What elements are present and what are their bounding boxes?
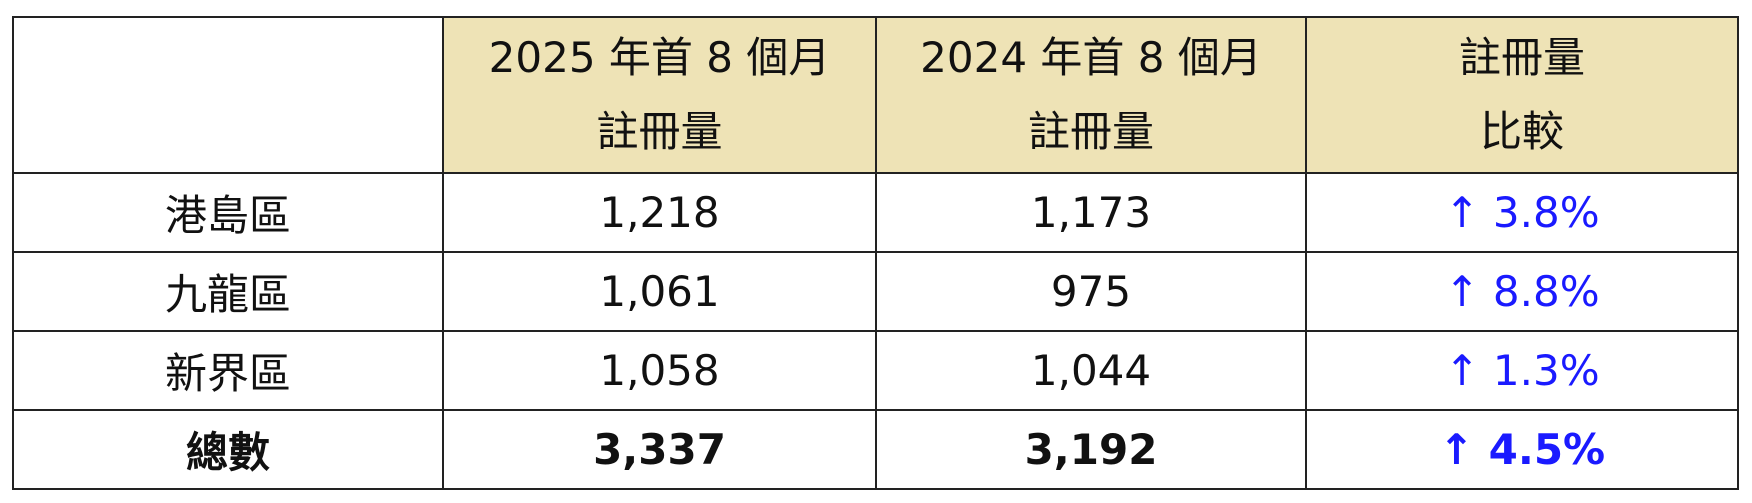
header-text: 註冊量 bbox=[1027, 107, 1154, 156]
change-cell: ↑ 3.8% bbox=[1305, 172, 1739, 253]
change-cell: ↑ 1.3% bbox=[1305, 330, 1739, 411]
header-cell: 2024 年首 8 個月 註冊量 bbox=[875, 16, 1307, 174]
change-cell: ↑ 8.8% bbox=[1305, 251, 1739, 332]
data-row: 新界區 1,058 1,044 ↑ 1.3% bbox=[12, 330, 1739, 411]
header-text: 註冊量 bbox=[596, 107, 723, 156]
cell: 1,173 bbox=[875, 172, 1307, 253]
row-label: 新界區 bbox=[12, 330, 444, 411]
header-text: 2024 年首 8 個月 bbox=[920, 33, 1262, 82]
cell: 975 bbox=[875, 251, 1307, 332]
data-row: 九龍區 1,061 975 ↑ 8.8% bbox=[12, 251, 1739, 332]
row-label: 九龍區 bbox=[12, 251, 444, 332]
cell: 1,061 bbox=[442, 251, 877, 332]
header-row: 2025 年首 8 個月 註冊量 2024 年首 8 個月 註冊量 註冊量 比較 bbox=[12, 16, 1739, 174]
corner-cell bbox=[12, 16, 444, 174]
header-text: 比較 bbox=[1479, 107, 1564, 156]
header-text: 註冊量 bbox=[1458, 33, 1585, 82]
cell: 3,192 bbox=[875, 409, 1307, 490]
row-label: 港島區 bbox=[12, 172, 444, 253]
cell: 1,044 bbox=[875, 330, 1307, 411]
header-text: 2025 年首 8 個月 bbox=[488, 33, 831, 82]
cell: 1,058 bbox=[442, 330, 877, 411]
data-row: 港島區 1,218 1,173 ↑ 3.8% bbox=[12, 172, 1739, 253]
change-cell: ↑ 4.5% bbox=[1305, 409, 1739, 490]
row-label: 總數 bbox=[12, 409, 444, 490]
header-cell: 2025 年首 8 個月 註冊量 bbox=[442, 16, 877, 174]
total-row: 總數 3,337 3,192 ↑ 4.5% bbox=[12, 409, 1739, 490]
cell: 3,337 bbox=[442, 409, 877, 490]
header-cell: 註冊量 比較 bbox=[1305, 16, 1739, 174]
cell: 1,218 bbox=[442, 172, 877, 253]
registration-table: 2025 年首 8 個月 註冊量 2024 年首 8 個月 註冊量 註冊量 比較 港島… bbox=[12, 16, 1739, 490]
